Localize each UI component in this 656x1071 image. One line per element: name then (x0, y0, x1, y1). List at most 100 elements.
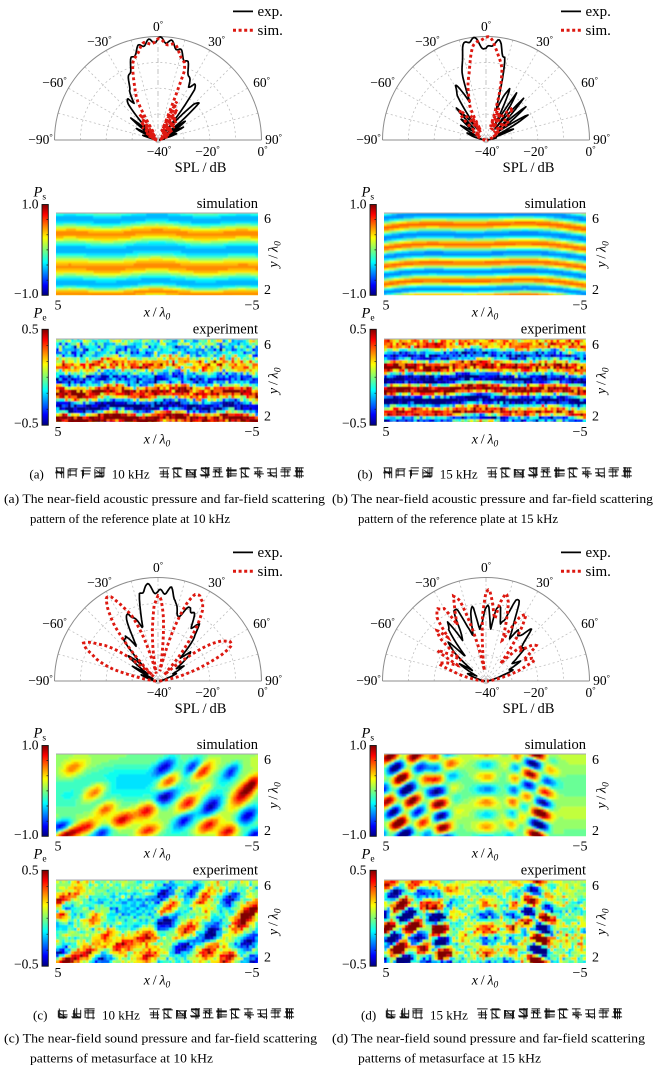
svg-text:−20°: −20° (523, 144, 547, 159)
svg-text:2: 2 (264, 824, 271, 839)
svg-text:30°: 30° (208, 34, 225, 49)
svg-text:−40°: −40° (475, 144, 499, 159)
svg-text:y / λ0: y / λ0 (267, 782, 284, 811)
svg-text:0°: 0° (257, 685, 267, 700)
svg-text:(c): (c) (33, 1008, 47, 1023)
svg-text:5: 5 (383, 425, 390, 440)
svg-text:x / λ0: x / λ0 (143, 973, 171, 990)
svg-text:SPL / dB: SPL / dB (503, 701, 555, 717)
svg-text:(a): (a) (29, 467, 43, 482)
svg-text:exp.: exp. (586, 4, 611, 20)
svg-text:−20°: −20° (195, 685, 219, 700)
svg-text:2: 2 (592, 283, 599, 298)
svg-text:experiment: experiment (521, 322, 586, 338)
svg-text:y / λ0: y / λ0 (595, 241, 612, 270)
svg-text:2: 2 (264, 951, 271, 966)
svg-text:15 kHz: 15 kHz (440, 467, 478, 482)
svg-text:2: 2 (264, 410, 271, 425)
svg-text:−1.0: −1.0 (14, 286, 39, 301)
svg-text:90°: 90° (265, 132, 282, 147)
svg-text:(d): (d) (361, 1008, 376, 1023)
svg-text:x / λ0: x / λ0 (143, 847, 171, 864)
svg-text:1.0: 1.0 (22, 197, 39, 212)
svg-text:−30°: −30° (87, 575, 111, 590)
svg-text:x / λ0: x / λ0 (143, 306, 171, 323)
svg-text:5: 5 (383, 299, 390, 314)
svg-text:patterns of metasurface at 15: patterns of metasurface at 15 kHz (358, 1052, 542, 1066)
svg-text:experiment: experiment (193, 322, 258, 338)
svg-text:exp.: exp. (258, 4, 283, 20)
svg-text:0.5: 0.5 (350, 321, 367, 336)
svg-text:experiment: experiment (193, 863, 258, 879)
svg-text:(b) The near-field acoustic pr: (b) The near-field acoustic pressure and… (332, 492, 653, 506)
svg-text:6: 6 (264, 212, 271, 227)
svg-text:−5: −5 (573, 299, 588, 314)
svg-text:−0.5: −0.5 (342, 416, 367, 431)
svg-text:−40°: −40° (475, 685, 499, 700)
svg-text:5: 5 (55, 299, 62, 314)
svg-text:−20°: −20° (195, 144, 219, 159)
svg-text:−90°: −90° (28, 132, 52, 147)
svg-text:−5: −5 (573, 840, 588, 855)
svg-text:experiment: experiment (521, 863, 586, 879)
svg-text:−5: −5 (573, 966, 588, 981)
svg-text:patterns of metasurface at 10: patterns of metasurface at 10 kHz (30, 1052, 214, 1066)
svg-text:y / λ0: y / λ0 (595, 782, 612, 811)
svg-text:0°: 0° (585, 685, 595, 700)
svg-text:5: 5 (55, 425, 62, 440)
svg-text:0.5: 0.5 (350, 862, 367, 877)
svg-text:−30°: −30° (87, 34, 111, 49)
svg-text:6: 6 (264, 753, 271, 768)
svg-text:−60°: −60° (42, 616, 66, 631)
svg-text:simulation: simulation (197, 196, 259, 212)
svg-text:exp.: exp. (258, 545, 283, 561)
svg-text:0°: 0° (481, 560, 491, 575)
svg-text:60°: 60° (581, 75, 598, 90)
svg-text:6: 6 (264, 338, 271, 353)
svg-text:60°: 60° (253, 616, 270, 631)
svg-text:60°: 60° (253, 75, 270, 90)
svg-text:−30°: −30° (415, 34, 439, 49)
svg-text:−60°: −60° (42, 75, 66, 90)
svg-text:pattern of the reference plate: pattern of the reference plate at 10 kHz (30, 512, 231, 526)
svg-text:1.0: 1.0 (350, 738, 367, 753)
svg-text:−1.0: −1.0 (14, 827, 39, 842)
svg-text:x / λ0: x / λ0 (471, 306, 499, 323)
svg-text:x / λ0: x / λ0 (143, 432, 171, 449)
svg-text:−0.5: −0.5 (14, 957, 39, 972)
svg-text:y / λ0: y / λ0 (595, 367, 612, 396)
svg-text:90°: 90° (265, 673, 282, 688)
svg-text:y / λ0: y / λ0 (267, 241, 284, 270)
svg-text:−1.0: −1.0 (342, 827, 367, 842)
svg-text:30°: 30° (536, 575, 553, 590)
svg-text:−5: −5 (245, 425, 260, 440)
svg-text:5: 5 (383, 840, 390, 855)
svg-text:sim.: sim. (258, 564, 283, 580)
svg-text:(b): (b) (357, 467, 372, 482)
svg-text:30°: 30° (208, 575, 225, 590)
svg-text:15 kHz: 15 kHz (430, 1008, 468, 1023)
svg-text:−90°: −90° (28, 673, 52, 688)
svg-text:sim.: sim. (586, 564, 611, 580)
svg-text:−30°: −30° (415, 575, 439, 590)
svg-text:sim.: sim. (586, 23, 611, 39)
svg-text:(c) The near-field sound press: (c) The near-field sound pressure and fa… (4, 1032, 317, 1046)
svg-text:5: 5 (55, 840, 62, 855)
svg-text:2: 2 (592, 824, 599, 839)
svg-text:simulation: simulation (197, 737, 259, 753)
svg-text:−0.5: −0.5 (342, 957, 367, 972)
svg-text:−90°: −90° (356, 673, 380, 688)
svg-text:SPL / dB: SPL / dB (503, 160, 555, 176)
svg-text:−5: −5 (573, 425, 588, 440)
svg-text:2: 2 (264, 283, 271, 298)
svg-text:0.5: 0.5 (22, 321, 39, 336)
svg-text:pattern of the reference plate: pattern of the reference plate at 15 kHz (358, 512, 559, 526)
svg-text:x / λ0: x / λ0 (471, 432, 499, 449)
svg-text:0°: 0° (257, 144, 267, 159)
svg-text:y / λ0: y / λ0 (595, 908, 612, 937)
svg-text:5: 5 (383, 966, 390, 981)
svg-text:−0.5: −0.5 (14, 416, 39, 431)
svg-text:6: 6 (592, 338, 599, 353)
svg-text:(d) The near-field sound press: (d) The near-field sound pressure and fa… (332, 1032, 645, 1046)
svg-text:SPL / dB: SPL / dB (175, 701, 227, 717)
